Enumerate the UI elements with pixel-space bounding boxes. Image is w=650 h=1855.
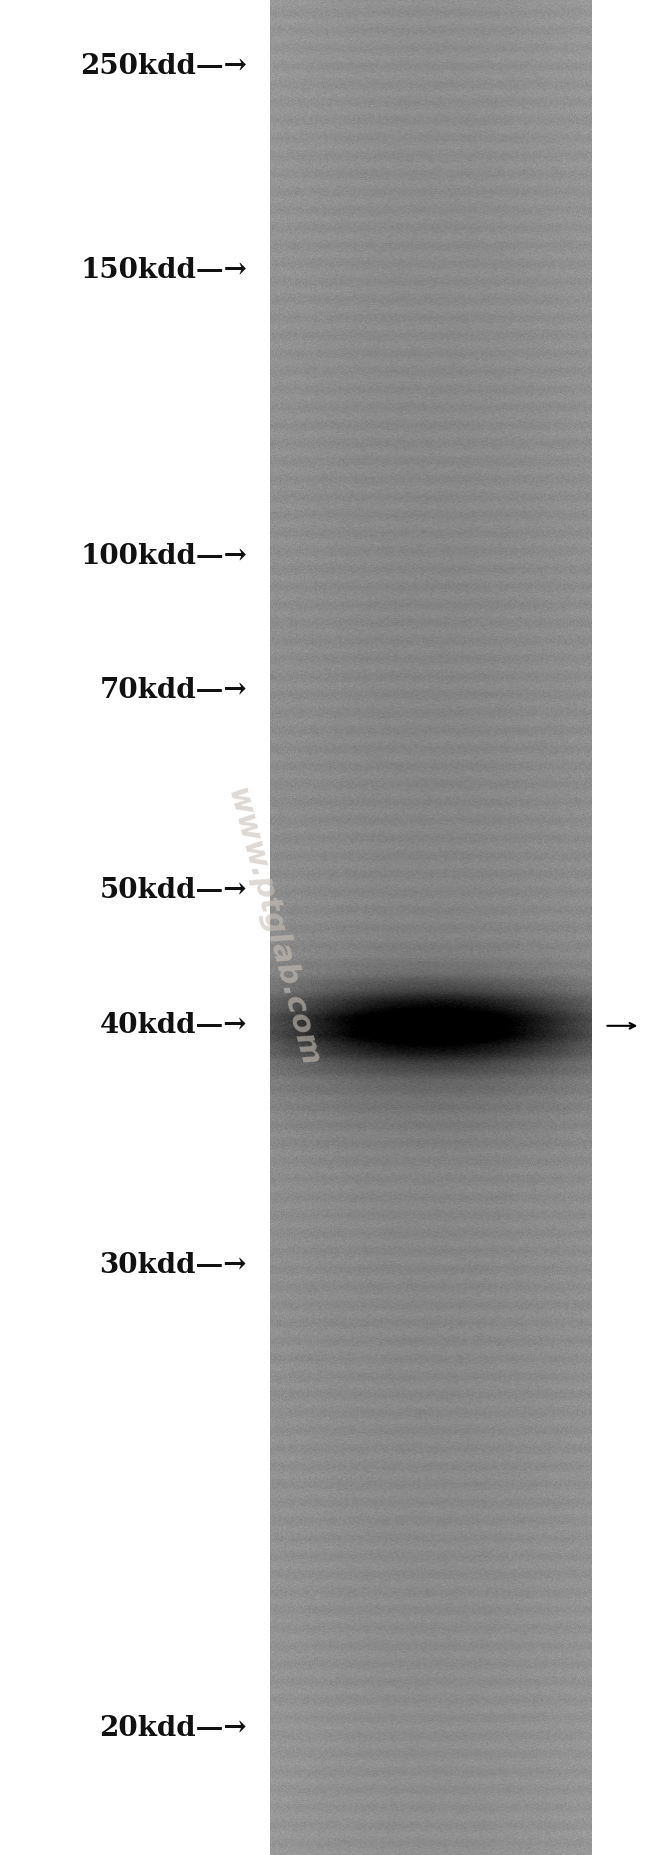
Text: www.ptglab.com: www.ptglab.com <box>222 785 324 1070</box>
Text: 100kdd—→: 100kdd—→ <box>80 544 247 569</box>
Text: 30kdd—→: 30kdd—→ <box>99 1252 247 1278</box>
Text: 250kdd—→: 250kdd—→ <box>80 54 247 80</box>
Text: 50kdd—→: 50kdd—→ <box>99 877 247 903</box>
Text: 70kdd—→: 70kdd—→ <box>99 677 247 703</box>
Text: 20kdd—→: 20kdd—→ <box>99 1716 247 1742</box>
Text: 40kdd—→: 40kdd—→ <box>99 1013 247 1039</box>
Text: 150kdd—→: 150kdd—→ <box>80 258 247 284</box>
